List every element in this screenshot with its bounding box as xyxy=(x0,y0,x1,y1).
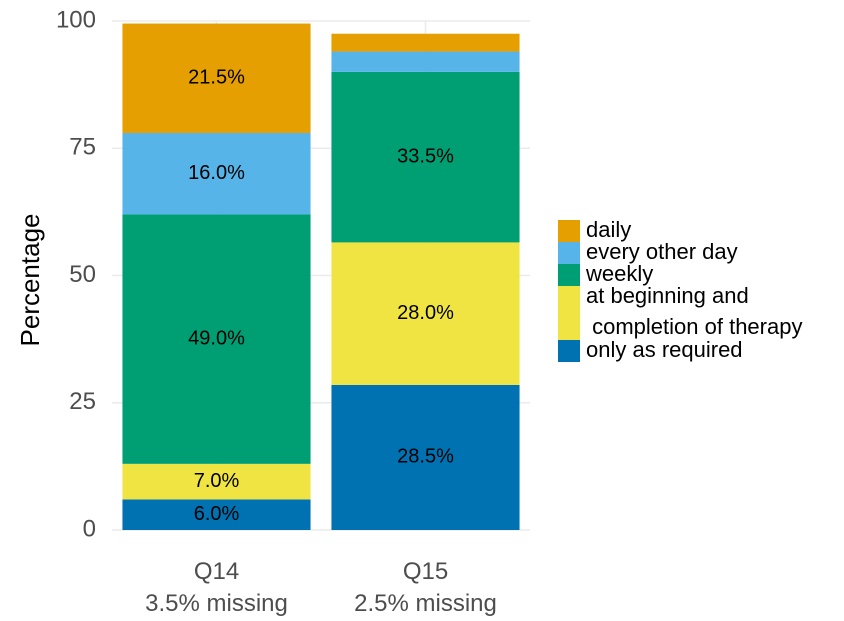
data-label: 33.5% xyxy=(397,145,454,167)
y-tick-label: 25 xyxy=(69,388,96,415)
y-tick-label: 75 xyxy=(69,134,96,161)
data-label: 28.0% xyxy=(397,302,454,324)
x-tick-label: Q14 3.5% missing xyxy=(145,558,288,617)
legend-label: only as required xyxy=(586,337,743,362)
data-label: 6.0% xyxy=(194,503,240,525)
x-tick-label: Q15 2.5% missing xyxy=(354,558,497,617)
bar-segment xyxy=(331,51,520,72)
legend-label: at beginning and completion of therapy xyxy=(586,283,802,339)
data-label: 16.0% xyxy=(188,162,245,184)
bar-segment xyxy=(122,23,311,133)
data-label: 21.5% xyxy=(188,67,245,89)
bar-segment xyxy=(331,242,520,385)
bar-segment xyxy=(122,463,311,500)
data-label: 7.0% xyxy=(194,470,240,492)
legend-key xyxy=(558,242,580,264)
legend-label: daily xyxy=(586,217,631,242)
bar-segment xyxy=(122,214,311,464)
legend-label: weekly xyxy=(585,261,653,286)
legend-label: every other day xyxy=(586,239,738,264)
legend-key xyxy=(558,220,580,242)
bar-segment xyxy=(331,33,520,52)
y-axis-label: Percentage xyxy=(15,214,45,347)
bar-segment xyxy=(331,71,520,243)
data-label: 49.0% xyxy=(188,327,245,349)
legend-key xyxy=(558,340,580,362)
y-tick-label: 50 xyxy=(69,261,96,288)
bar-segment xyxy=(122,499,311,530)
bar-segment xyxy=(331,384,520,530)
legend-key xyxy=(558,286,580,340)
bar-segment xyxy=(122,132,311,215)
y-tick-label: 0 xyxy=(83,515,96,542)
data-label: 28.5% xyxy=(397,446,454,468)
legend-key xyxy=(558,264,580,286)
y-tick-label: 100 xyxy=(56,6,96,33)
